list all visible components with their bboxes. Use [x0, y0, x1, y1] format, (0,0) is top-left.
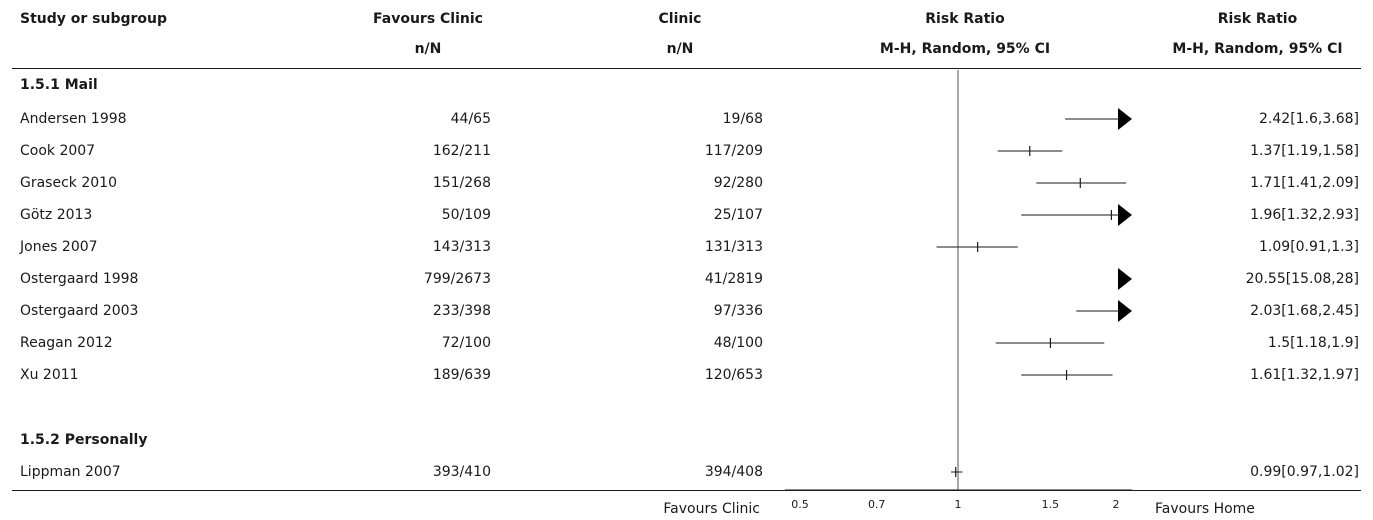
- x-tick-label: 0.7: [868, 498, 886, 511]
- x-tick-label: 0.5: [791, 498, 809, 511]
- header-nN-clinic: n/N: [666, 41, 694, 57]
- clinic-count: 41/2819: [704, 271, 763, 287]
- clinic-count: 394/408: [704, 464, 763, 480]
- risk-ratio-value: 1.71[1.41,2.09]: [1250, 175, 1359, 191]
- header-favours-clinic: Favours Clinic: [373, 11, 483, 27]
- risk-ratio-value: 20.55[15.08,28]: [1245, 271, 1359, 287]
- clinic-count: 92/280: [713, 175, 763, 191]
- x-tick-label: 1.5: [1042, 498, 1060, 511]
- study-name: Graseck 2010: [20, 175, 117, 191]
- favours-clinic-count: 72/100: [441, 335, 491, 351]
- group-label-mail: 1.5.1 Mail: [20, 77, 98, 93]
- study-name: Ostergaard 1998: [20, 271, 139, 287]
- study-name: Cook 2007: [20, 143, 96, 159]
- clinic-count: 25/107: [713, 207, 763, 223]
- header-risk-ratio-plot: Risk Ratio: [925, 11, 1005, 27]
- risk-ratio-value: 0.99[0.97,1.02]: [1250, 464, 1359, 480]
- clinic-count: 97/336: [713, 303, 763, 319]
- favours-clinic-count: 143/313: [432, 239, 491, 255]
- ci-overflow-arrow: [1118, 300, 1132, 322]
- header-method-plot: M-H, Random, 95% CI: [879, 41, 1051, 57]
- ci-overflow-arrow: [1118, 268, 1132, 290]
- risk-ratio-value: 2.03[1.68,2.45]: [1250, 303, 1359, 319]
- risk-ratio-value: 1.37[1.19,1.58]: [1250, 143, 1359, 159]
- ci-overflow-arrow: [1118, 108, 1132, 130]
- header-risk-ratio-value: Risk Ratio: [1217, 11, 1298, 27]
- risk-ratio-value: 1.61[1.32,1.97]: [1250, 367, 1359, 383]
- header-study: Study or subgroup: [20, 11, 168, 27]
- risk-ratio-value: 1.5[1.18,1.9]: [1267, 335, 1359, 351]
- study-name: Götz 2013: [20, 207, 93, 223]
- clinic-count: 120/653: [704, 367, 763, 383]
- clinic-count: 48/100: [713, 335, 763, 351]
- favours-clinic-count: 162/211: [432, 143, 491, 159]
- header-nN-favours-clinic: n/N: [414, 41, 442, 57]
- study-name: Andersen 1998: [20, 111, 127, 127]
- clinic-count: 131/313: [704, 239, 763, 255]
- risk-ratio-value: 1.96[1.32,2.93]: [1250, 207, 1359, 223]
- risk-ratio-value: 1.09[0.91,1.3]: [1259, 239, 1359, 255]
- header-clinic: Clinic: [658, 11, 702, 27]
- footer-favours-home: Favours Home: [1155, 501, 1255, 517]
- footer-favours-clinic: Favours Clinic: [663, 501, 760, 517]
- header-method-value: M-H, Random, 95% CI: [1172, 41, 1343, 57]
- favours-clinic-count: 50/109: [441, 207, 491, 223]
- study-name: Xu 2011: [20, 367, 79, 383]
- favours-clinic-count: 799/2673: [423, 271, 491, 287]
- favours-clinic-count: 44/65: [450, 111, 491, 127]
- header-rule: [12, 68, 1361, 69]
- clinic-count: 117/209: [704, 143, 763, 159]
- x-tick-label: 2: [1113, 498, 1120, 511]
- favours-clinic-count: 393/410: [432, 464, 491, 480]
- study-name: Lippman 2007: [20, 464, 121, 480]
- risk-ratio-value: 2.42[1.6,3.68]: [1259, 111, 1359, 127]
- footer-rule: [12, 490, 1361, 491]
- ci-overflow-arrow: [1118, 204, 1132, 226]
- study-name: Reagan 2012: [20, 335, 113, 351]
- study-name: Jones 2007: [20, 239, 98, 255]
- clinic-count: 19/68: [722, 111, 763, 127]
- group-label-personally: 1.5.2 Personally: [20, 432, 148, 448]
- favours-clinic-count: 151/268: [432, 175, 491, 191]
- favours-clinic-count: 189/639: [432, 367, 491, 383]
- favours-clinic-count: 233/398: [432, 303, 491, 319]
- x-tick-label: 1: [955, 498, 962, 511]
- study-name: Ostergaard 2003: [20, 303, 139, 319]
